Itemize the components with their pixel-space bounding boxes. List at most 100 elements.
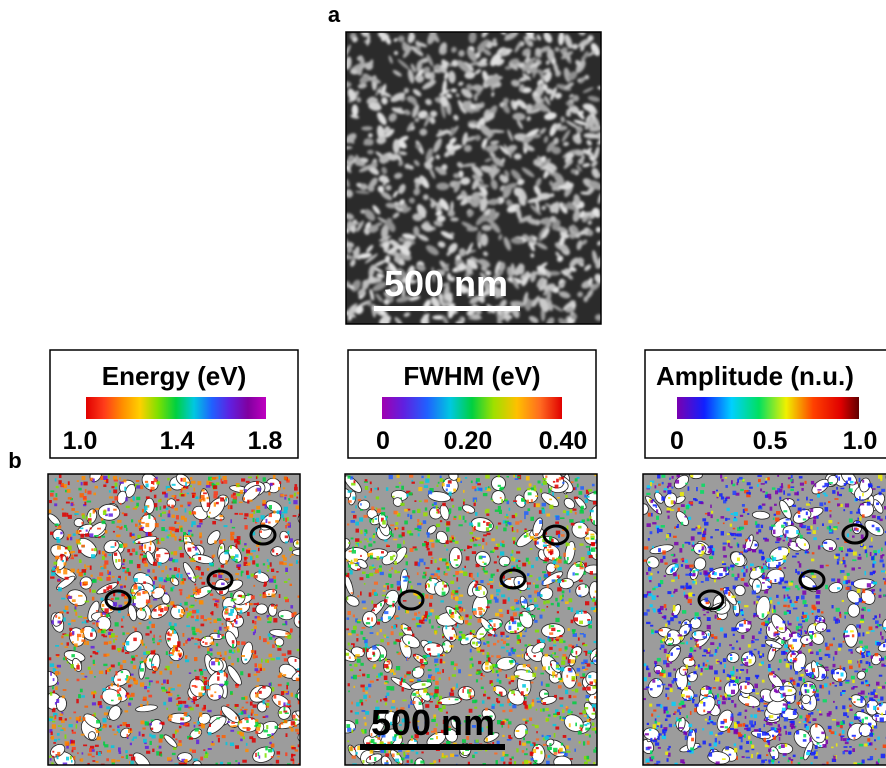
signal-point — [278, 645, 282, 648]
signal-point — [145, 522, 150, 528]
signal-point — [499, 622, 502, 627]
signal-point — [576, 679, 578, 682]
signal-point — [551, 538, 554, 543]
signal-point — [203, 492, 207, 495]
signal-point — [178, 589, 183, 592]
signal-point — [499, 497, 502, 499]
signal-point — [53, 712, 58, 717]
signal-point — [118, 747, 121, 752]
signal-point — [170, 625, 175, 631]
signal-point — [441, 587, 444, 591]
grain — [429, 32, 440, 43]
signal-point — [396, 707, 398, 712]
grain — [559, 235, 566, 246]
signal-point — [98, 728, 102, 731]
signal-point — [474, 526, 476, 531]
signal-point — [232, 623, 234, 628]
signal-point — [500, 551, 505, 556]
grain — [415, 143, 421, 150]
signal-point — [287, 578, 291, 581]
signal-point — [257, 752, 260, 757]
grain — [496, 318, 504, 324]
signal-point — [586, 518, 590, 522]
signal-point — [463, 501, 465, 505]
grain — [356, 220, 364, 232]
signal-point — [117, 678, 121, 681]
grain — [357, 56, 365, 63]
signal-point — [575, 573, 579, 576]
signal-point — [289, 538, 293, 543]
signal-point — [103, 641, 108, 645]
signal-point — [180, 609, 184, 614]
signal-point — [193, 487, 196, 492]
signal-point — [264, 753, 267, 758]
signal-point — [534, 597, 537, 602]
grain — [366, 96, 376, 104]
signal-point — [139, 556, 142, 560]
colorbar-tick: 0 — [376, 427, 390, 455]
signal-point — [542, 743, 547, 746]
signal-point — [122, 567, 126, 569]
signal-point — [187, 535, 192, 538]
signal-point — [373, 603, 377, 608]
signal-point — [526, 741, 531, 744]
grain — [591, 167, 600, 178]
grain — [412, 100, 418, 106]
signal-point — [55, 654, 60, 656]
signal-point — [285, 517, 288, 523]
grain — [411, 46, 424, 57]
signal-point — [304, 717, 307, 720]
signal-point — [514, 761, 517, 765]
signal-point — [212, 554, 216, 558]
signal-point — [568, 598, 573, 603]
signal-point — [58, 525, 62, 529]
signal-point — [233, 557, 236, 562]
signal-point — [534, 724, 539, 729]
signal-point — [457, 587, 461, 589]
signal-point — [70, 536, 73, 541]
signal-point — [541, 509, 545, 514]
signal-point — [510, 553, 513, 556]
signal-point — [418, 619, 423, 624]
signal-point — [593, 576, 597, 579]
signal-point — [158, 584, 162, 589]
grain — [98, 503, 121, 521]
signal-point — [474, 706, 478, 709]
signal-point — [190, 557, 195, 562]
signal-point — [165, 592, 168, 595]
signal-point — [368, 683, 372, 688]
signal-point — [416, 625, 422, 628]
signal-point — [178, 740, 182, 743]
grain — [365, 221, 372, 229]
grain — [511, 277, 519, 290]
signal-point — [467, 545, 470, 549]
signal-point — [436, 663, 439, 666]
signal-point — [594, 590, 597, 593]
signal-point — [510, 678, 515, 683]
signal-point — [131, 655, 135, 659]
signal-point — [166, 691, 171, 694]
grain — [594, 211, 601, 218]
signal-point — [557, 587, 562, 592]
signal-point — [463, 720, 466, 723]
signal-point — [527, 508, 531, 511]
signal-point — [81, 476, 86, 481]
signal-point — [351, 630, 356, 634]
signal-point — [152, 569, 155, 573]
signal-point — [468, 674, 472, 676]
signal-point — [83, 581, 88, 585]
signal-point — [347, 683, 350, 687]
signal-point — [302, 696, 306, 700]
signal-point — [400, 588, 402, 594]
signal-point — [252, 607, 256, 612]
signal-point — [557, 630, 561, 632]
signal-point — [168, 697, 173, 702]
grain — [389, 284, 399, 292]
signal-point — [434, 689, 439, 694]
grain — [359, 286, 367, 296]
signal-point — [245, 480, 250, 483]
signal-point — [546, 600, 550, 604]
signal-point — [487, 486, 490, 490]
signal-point — [117, 683, 119, 688]
signal-point — [499, 614, 504, 618]
